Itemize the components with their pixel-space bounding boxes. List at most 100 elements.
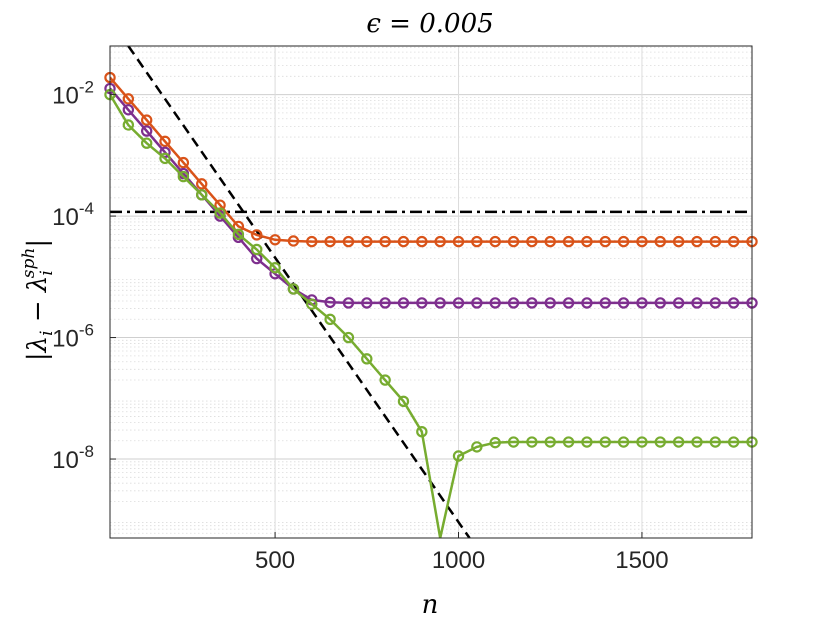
series-3-point <box>232 228 245 240</box>
series-3-point <box>654 436 666 448</box>
series-2-point <box>397 297 410 309</box>
series-1-point <box>599 235 611 248</box>
x-tick-label: 500 <box>255 547 295 574</box>
series-3-point <box>287 283 300 295</box>
series-2-point <box>691 297 703 309</box>
series-2-point <box>361 297 373 309</box>
series-2-point <box>526 297 538 309</box>
y-axis: 10-8 10-6 10-4 10-2 <box>52 78 116 474</box>
series-3-point <box>507 436 520 448</box>
plot-frame <box>109 45 753 539</box>
series-3-point <box>544 436 556 448</box>
series-2-point <box>709 297 722 309</box>
series-1-point <box>507 235 520 248</box>
series-2-point <box>562 297 575 309</box>
series-1-point <box>691 235 703 248</box>
series-1-point <box>324 235 336 248</box>
series-1-point <box>361 235 373 248</box>
series-3-point <box>306 298 318 310</box>
x-axis-label: n <box>422 590 439 620</box>
series-3-point <box>599 436 611 448</box>
dashed-reference-line <box>127 46 471 538</box>
y-tick-label: 10-4 <box>52 199 94 231</box>
grid <box>110 46 752 538</box>
series-2-point <box>122 104 135 116</box>
series-1-point <box>636 235 648 248</box>
series-3-point <box>196 189 208 201</box>
series-3-point <box>581 436 593 448</box>
series-3-point <box>727 436 740 448</box>
series-1-point <box>581 235 593 248</box>
x-tick-label: 1000 <box>432 547 485 574</box>
series-1-point <box>269 234 281 246</box>
series-1-point <box>196 178 208 190</box>
series-2-point <box>489 297 501 309</box>
series-3-point <box>269 262 281 274</box>
series-2-point <box>342 297 355 309</box>
series-2-point <box>434 297 446 309</box>
x-axis: 500 1000 1500 <box>255 532 669 574</box>
x-tick-label: 1500 <box>615 547 668 574</box>
series-2-point <box>379 297 391 309</box>
series-1-point <box>526 235 538 248</box>
series-1-point <box>306 235 318 248</box>
series-1-point <box>287 235 300 247</box>
series-3-point <box>214 207 226 219</box>
series-3-point <box>140 137 153 149</box>
y-tick-label: 10-6 <box>52 321 94 353</box>
series-3-point <box>636 436 648 448</box>
series-2-point <box>324 296 336 309</box>
y-tick-label: 10-8 <box>52 442 94 474</box>
series-1-point <box>159 135 171 148</box>
series-1-point <box>379 235 391 248</box>
series-3-point <box>397 395 410 408</box>
series-3-point <box>526 436 538 448</box>
series-2-point <box>452 297 465 309</box>
series-1-point <box>177 156 190 169</box>
series-2-point <box>471 297 483 309</box>
series-3-point <box>177 170 190 183</box>
data-series <box>104 71 758 538</box>
series-1-point <box>416 235 428 248</box>
series-1-point <box>727 235 740 248</box>
series-1-point <box>452 235 465 248</box>
series-3-point <box>471 441 483 453</box>
series-2-point <box>507 297 520 309</box>
series-1-point <box>214 199 226 211</box>
series-3-point <box>672 436 685 448</box>
series-2-point <box>140 125 153 137</box>
series-1-point <box>122 93 135 105</box>
series-3-point <box>452 450 465 462</box>
series-3-point <box>489 436 501 449</box>
series-3-point <box>324 313 336 326</box>
series-2-point <box>617 297 630 309</box>
series-1-point <box>562 235 575 248</box>
series-1-point <box>471 235 483 248</box>
series-1-point <box>709 235 722 248</box>
series-3-point <box>617 436 630 448</box>
series-2-point <box>636 297 648 309</box>
series-1-point <box>489 235 501 248</box>
series-2-point <box>654 297 666 309</box>
series-3-point <box>159 152 171 165</box>
reference-lines <box>110 46 752 538</box>
series-3-point <box>416 426 428 438</box>
chart-title: ϵ = 0.005 <box>366 9 493 39</box>
series-2-point <box>727 297 740 309</box>
series-3-point <box>122 119 135 131</box>
series-3-point <box>251 243 263 256</box>
series-1-point <box>140 114 153 126</box>
series-2-point <box>544 297 556 309</box>
series-3-point <box>361 353 373 365</box>
series-3-point <box>379 374 391 386</box>
series-2-point <box>416 297 428 309</box>
series-1-point <box>672 235 685 248</box>
series-3-point <box>691 436 703 448</box>
series-1-point <box>434 235 446 248</box>
y-tick-label: 10-2 <box>52 78 94 110</box>
series-2-point <box>599 297 611 309</box>
series-2-point <box>672 297 685 309</box>
series-1-point <box>544 235 556 248</box>
series-1-point <box>251 229 263 241</box>
